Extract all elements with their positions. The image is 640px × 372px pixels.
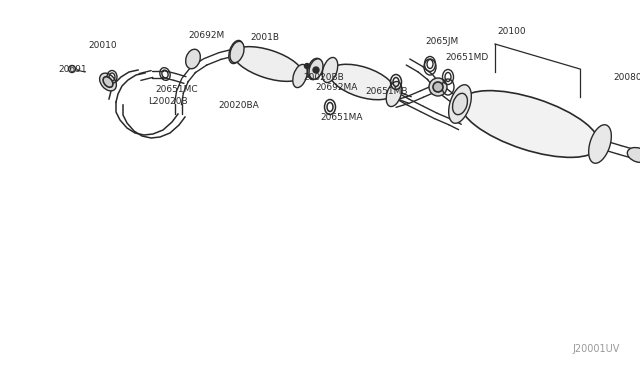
Ellipse shape — [386, 81, 402, 106]
Text: 20020BB: 20020BB — [303, 73, 344, 81]
Text: 20080M: 20080M — [613, 73, 640, 81]
Text: 20010: 20010 — [88, 41, 116, 49]
Text: L20020B: L20020B — [148, 96, 188, 106]
Text: 2001B: 2001B — [250, 32, 279, 42]
Ellipse shape — [330, 64, 395, 100]
Text: 20692M: 20692M — [188, 31, 224, 39]
Ellipse shape — [429, 78, 447, 96]
Ellipse shape — [292, 64, 307, 87]
Text: 20691: 20691 — [58, 65, 86, 74]
Ellipse shape — [313, 67, 319, 73]
Ellipse shape — [449, 85, 471, 123]
Ellipse shape — [186, 49, 200, 69]
Text: 20651MB: 20651MB — [365, 87, 408, 96]
Ellipse shape — [234, 46, 303, 81]
Ellipse shape — [100, 73, 116, 91]
Ellipse shape — [461, 91, 600, 157]
Ellipse shape — [305, 64, 310, 68]
Ellipse shape — [228, 41, 243, 64]
Ellipse shape — [433, 82, 443, 92]
Ellipse shape — [230, 41, 244, 62]
Text: J20001UV: J20001UV — [573, 344, 620, 354]
Text: 20651MD: 20651MD — [445, 52, 488, 61]
Ellipse shape — [308, 58, 323, 80]
Text: 20020BA: 20020BA — [218, 102, 259, 110]
Ellipse shape — [627, 148, 640, 163]
Ellipse shape — [452, 93, 467, 115]
Ellipse shape — [68, 65, 76, 73]
Text: 20692MA: 20692MA — [315, 83, 357, 92]
Ellipse shape — [309, 59, 323, 79]
Text: 2065JM: 2065JM — [425, 38, 458, 46]
Text: 20100: 20100 — [497, 28, 525, 36]
Text: 20651MC: 20651MC — [155, 84, 198, 93]
Ellipse shape — [589, 125, 611, 163]
Ellipse shape — [322, 57, 338, 83]
Text: 20651MA: 20651MA — [320, 112, 362, 122]
Ellipse shape — [103, 77, 113, 87]
